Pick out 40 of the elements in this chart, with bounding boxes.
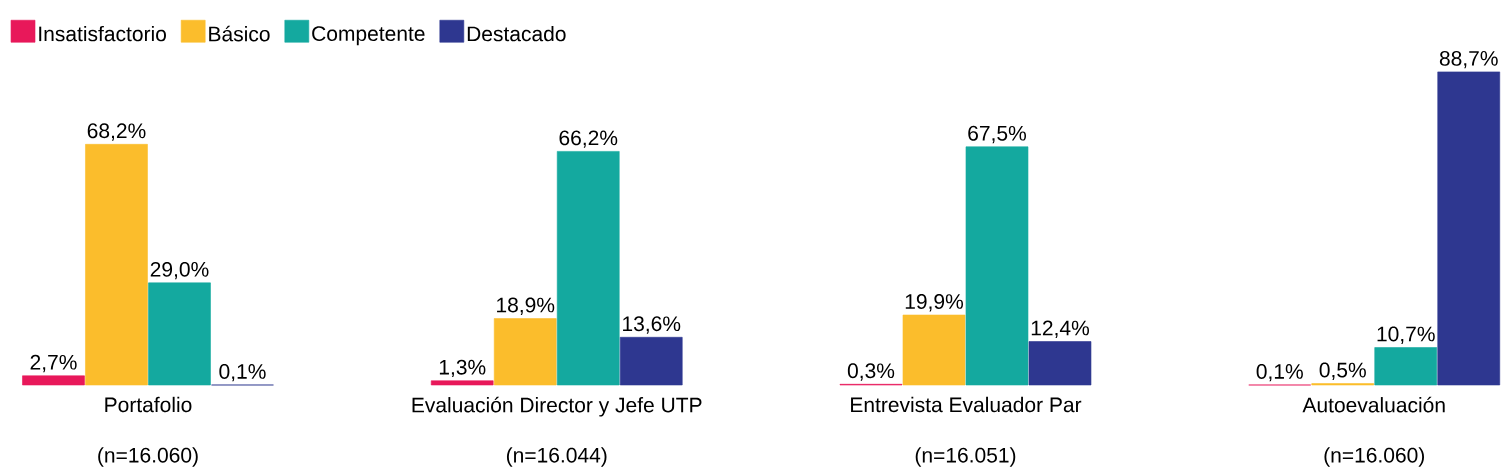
data-label: 67,5% bbox=[968, 125, 1027, 144]
x-tick-label: Portafolio bbox=[105, 396, 192, 413]
text: (n=16.060) bbox=[98, 447, 198, 467]
legend-label: Competente bbox=[312, 26, 425, 46]
bar bbox=[1374, 347, 1438, 386]
bar bbox=[902, 314, 966, 386]
text: (n=16.051) bbox=[915, 447, 1016, 467]
bar bbox=[85, 144, 148, 386]
data-label: 13,6% bbox=[623, 316, 681, 334]
bar bbox=[148, 282, 211, 386]
x-tick-label: Autoevaluación bbox=[1302, 396, 1445, 413]
bar bbox=[22, 375, 85, 386]
bar bbox=[556, 151, 620, 386]
data-label: 10,7% bbox=[1377, 326, 1435, 344]
data-label: 18,9% bbox=[497, 297, 555, 315]
legend-label: Básico bbox=[209, 25, 270, 42]
data-label: 2,7% bbox=[30, 354, 77, 373]
legend-label: Destacado bbox=[467, 25, 566, 42]
data-label: 1,3% bbox=[439, 359, 486, 378]
bar bbox=[619, 336, 683, 386]
text: (n=16.044) bbox=[506, 447, 607, 467]
legend-label: Insatisfactorio bbox=[39, 25, 166, 42]
bar bbox=[430, 380, 494, 386]
data-label: 0,5% bbox=[1319, 362, 1366, 380]
data-label: 88,7% bbox=[1439, 50, 1498, 69]
bar bbox=[965, 146, 1029, 386]
data-label: 0,3% bbox=[847, 363, 895, 381]
data-label: 12,4% bbox=[1031, 320, 1090, 338]
data-label: 19,9% bbox=[905, 294, 964, 312]
data-label: 68,2% bbox=[87, 123, 146, 141]
data-label: 0,1% bbox=[1256, 364, 1303, 382]
x-tick-label: Evaluación Director y Jefe UTP bbox=[412, 396, 702, 417]
data-label: 66,2% bbox=[559, 130, 618, 148]
text: (n=16.060) bbox=[1324, 447, 1424, 467]
data-label: 29,0% bbox=[150, 261, 209, 280]
data-label: 0,1% bbox=[219, 364, 266, 382]
bar bbox=[493, 318, 557, 386]
bar bbox=[1028, 341, 1092, 386]
bar bbox=[1437, 71, 1501, 386]
x-tick-label: Entrevista Evaluador Par bbox=[851, 396, 1082, 413]
